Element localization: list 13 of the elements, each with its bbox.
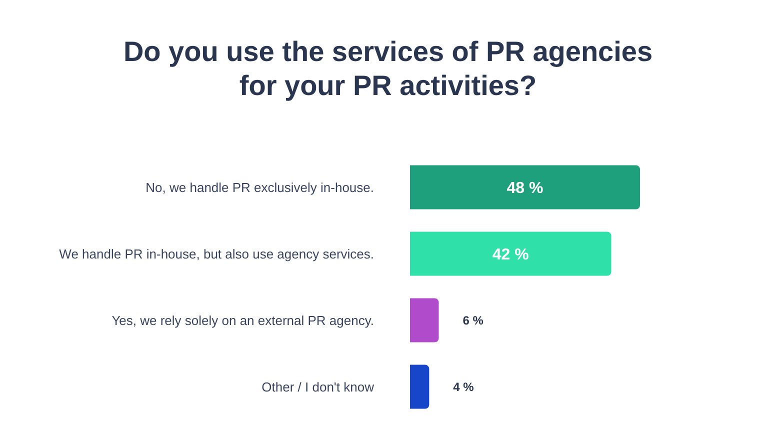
y-tick-label: Other / I don't know bbox=[262, 379, 375, 394]
data-label: 4 % bbox=[453, 380, 474, 394]
y-tick-label: We handle PR in-house, but also use agency services. bbox=[59, 246, 374, 262]
bar bbox=[410, 165, 640, 210]
y-tick-label: Yes, we rely solely on an external PR agency. bbox=[112, 312, 374, 328]
data-label: 6 % bbox=[462, 314, 484, 328]
y-tick-label: No, we handle PR exclusively in-house. bbox=[146, 180, 374, 195]
bar bbox=[410, 364, 430, 409]
chart-title: Do you use the services of PR agencies for your PR activities? bbox=[123, 35, 653, 103]
data-label: 48 % bbox=[506, 180, 544, 197]
bar bbox=[410, 298, 439, 342]
bar bbox=[410, 232, 612, 276]
data-label: 42 % bbox=[492, 246, 529, 264]
